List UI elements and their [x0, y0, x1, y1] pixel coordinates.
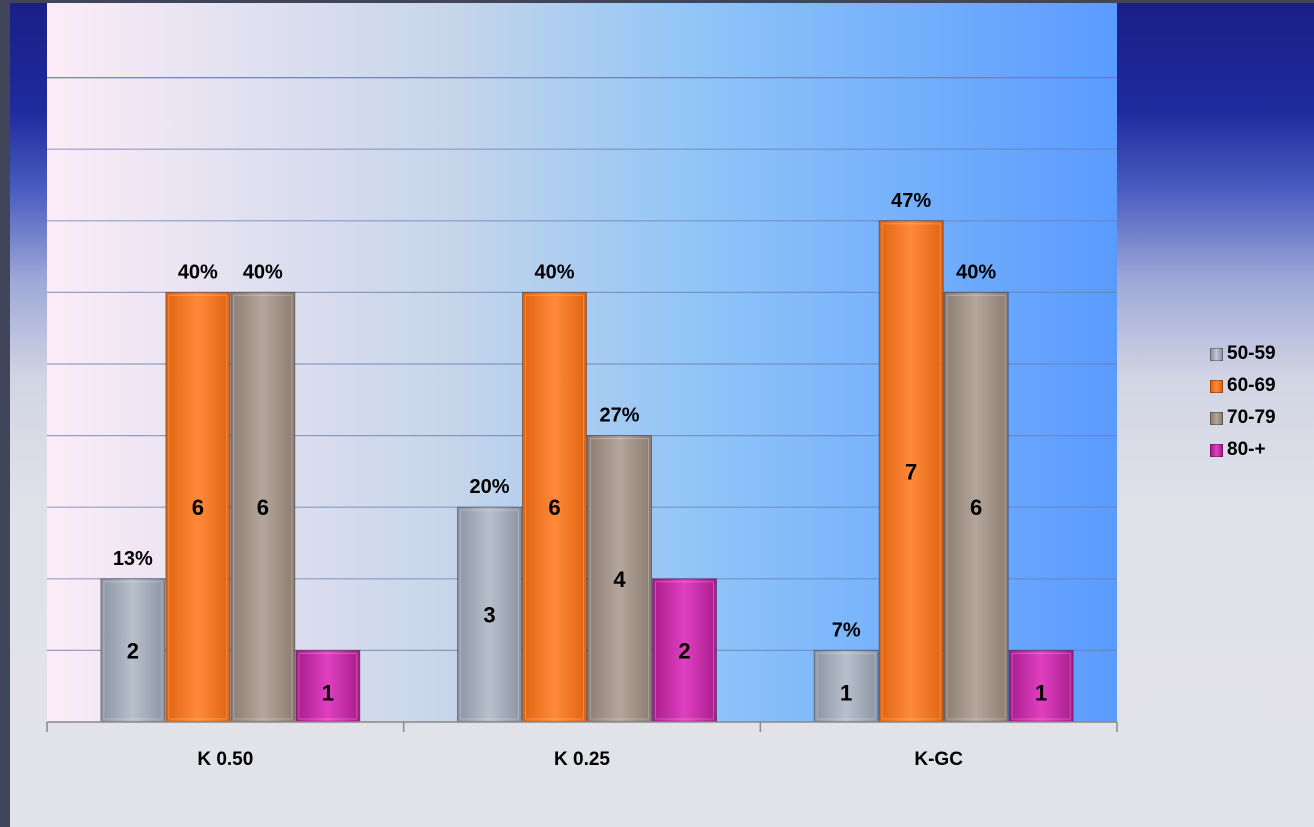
legend-swatch: [1210, 443, 1223, 457]
data-labels: 2 13% 6 40% 6 40% 1 3 20% 6 40% 4 27% 2 1 7% 7 47% 6 40% 1: [113, 190, 1047, 706]
bar-bevel: [655, 581, 714, 720]
bar-percent-label: 40%: [534, 261, 574, 283]
bar-value-label: 2: [127, 638, 139, 663]
bar-value-label: 1: [1035, 681, 1047, 706]
bar-value-label: 1: [322, 681, 334, 706]
legend-item-80-plus: 80-+: [1210, 434, 1276, 466]
legend-item-50-59: 50-59: [1210, 338, 1276, 370]
bar-percent-label: 13%: [113, 548, 153, 570]
bar-60-69: [522, 291, 587, 723]
legend-swatch: [1210, 411, 1223, 425]
bar-bevel: [881, 223, 941, 720]
bar-value-label: 2: [678, 638, 690, 663]
legend-swatch: [1210, 347, 1223, 361]
bar-percent-label: 7%: [832, 619, 861, 641]
bar-value-label: 6: [257, 495, 269, 520]
bar-bevel: [525, 294, 584, 720]
bar-50-59: [457, 506, 522, 723]
bar-bevel: [298, 652, 358, 720]
x-tick-label: K 0.50: [197, 749, 253, 770]
bar-50-59: [100, 578, 166, 723]
bar-value-label: 6: [192, 495, 204, 520]
bar-60-69: [878, 220, 944, 723]
legend-label: 80-+: [1227, 439, 1266, 460]
bar-percent-label: 47%: [891, 190, 931, 212]
bar-bevel: [460, 509, 519, 720]
bar-percent-label: 40%: [243, 261, 283, 283]
bar-value-label: 3: [483, 603, 495, 628]
bar-percent-label: 20%: [469, 476, 509, 498]
bar-percent-label: 40%: [178, 261, 218, 283]
bar-bevel: [168, 294, 228, 720]
x-tick-label: K 0.25: [554, 749, 610, 770]
bar-bevel: [233, 294, 293, 720]
legend-item-70-79: 70-79: [1210, 402, 1276, 434]
bar-bevel: [816, 652, 876, 720]
bars: [100, 220, 1074, 723]
bar-bevel: [590, 438, 649, 720]
bar-60-69: [165, 291, 231, 723]
legend: 50-59 60-69 70-79 80-+: [1210, 338, 1276, 466]
legend-label: 60-69: [1227, 375, 1276, 396]
bar-percent-label: 27%: [599, 405, 639, 427]
bar-50-59: [813, 649, 879, 723]
bar-percent-label: 40%: [956, 261, 996, 283]
bar-80-+: [295, 649, 361, 723]
bar-value-label: 6: [548, 495, 560, 520]
bar-value-label: 7: [905, 459, 917, 484]
bar-value-label: 4: [613, 567, 626, 592]
bar-bevel: [1011, 652, 1071, 720]
bar-bevel: [103, 581, 163, 720]
bar-value-label: 1: [840, 681, 852, 706]
bar-70-79: [587, 435, 652, 723]
legend-label: 50-59: [1227, 343, 1276, 364]
x-axis: K 0.50 K 0.25 K-GC: [46, 721, 1118, 770]
bar-70-79: [230, 291, 296, 723]
bar-bevel: [946, 294, 1006, 720]
bar-80-+: [652, 578, 717, 723]
bar-value-label: 6: [970, 495, 982, 520]
x-tick-label: K-GC: [914, 749, 963, 770]
legend-swatch: [1210, 379, 1223, 393]
legend-label: 70-79: [1227, 407, 1276, 428]
bar-80-+: [1008, 649, 1074, 723]
legend-item-60-69: 60-69: [1210, 370, 1276, 402]
